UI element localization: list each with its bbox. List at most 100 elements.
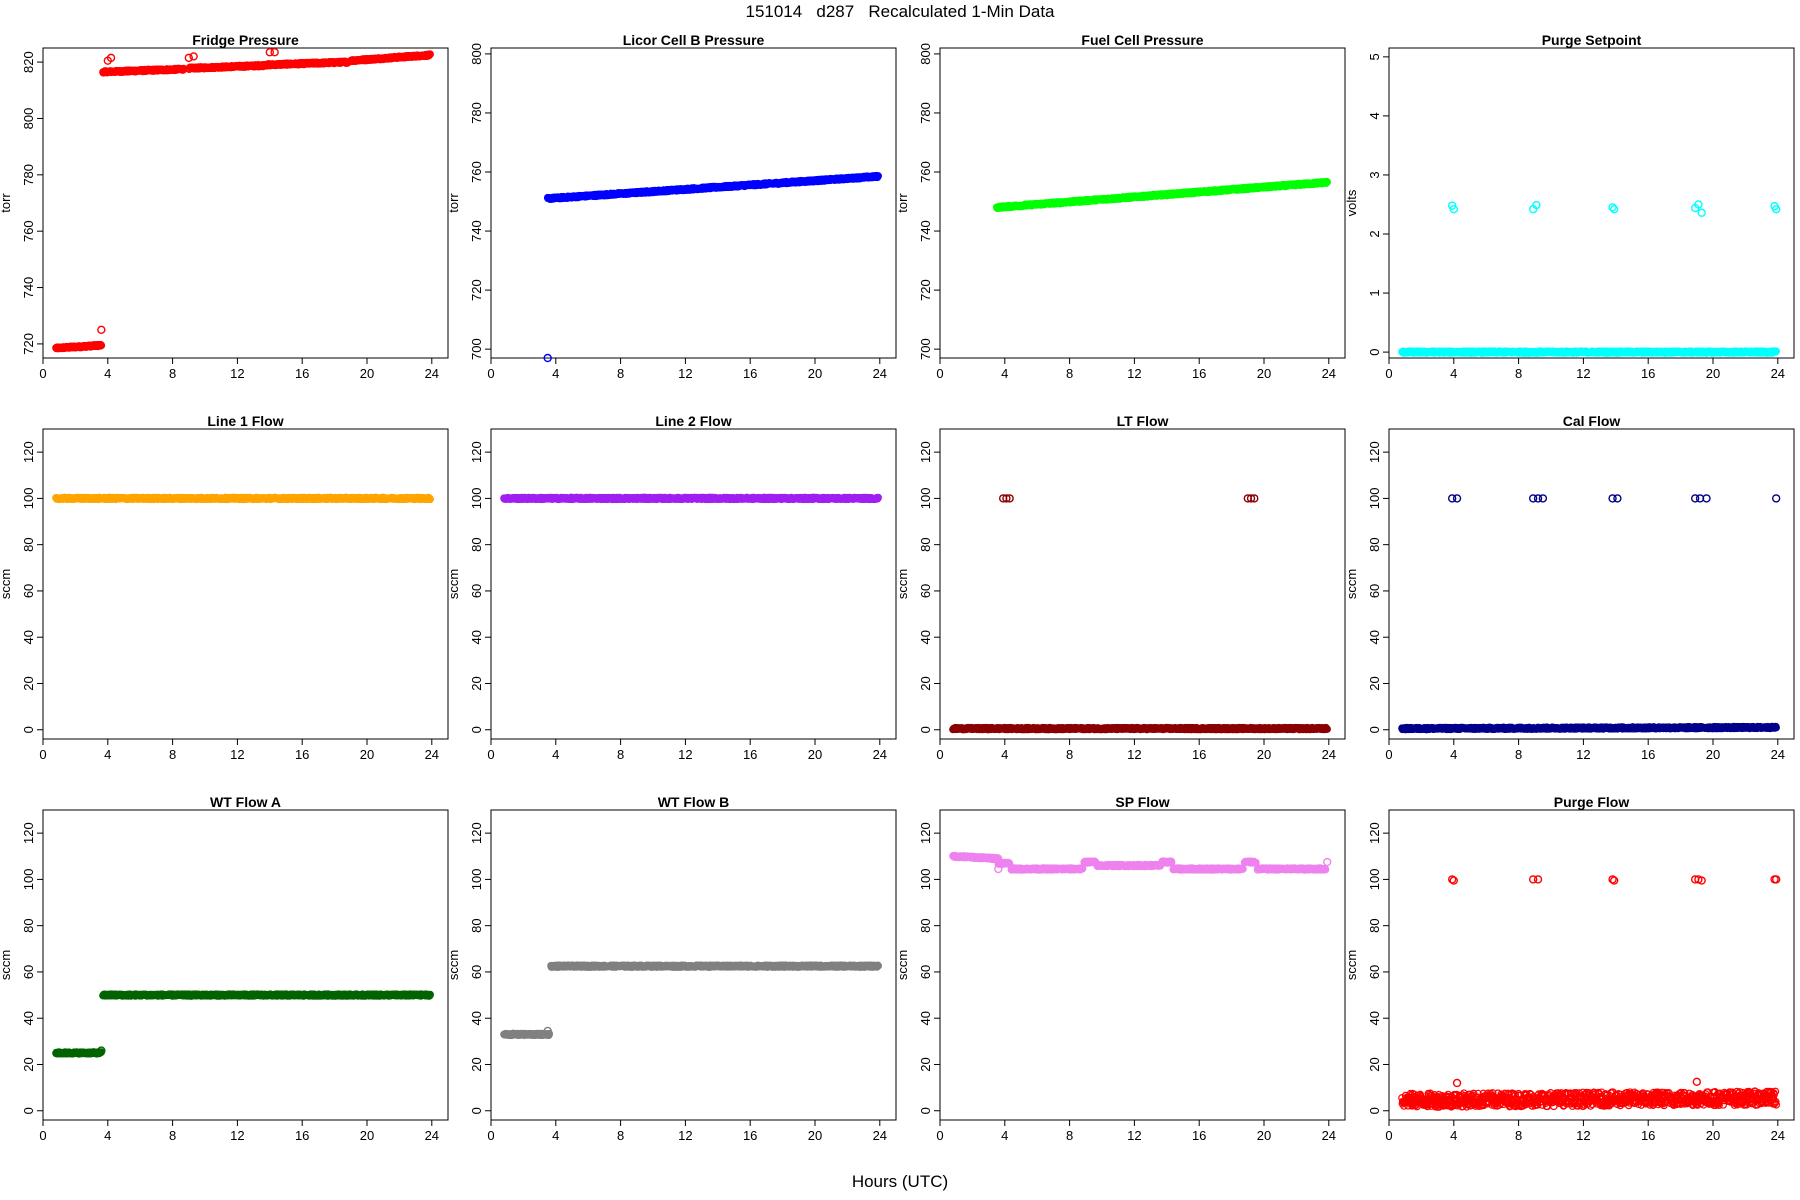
plot-frame bbox=[42, 47, 449, 359]
y-tick-label: 40 bbox=[469, 630, 484, 644]
y-tick-label: 20 bbox=[469, 676, 484, 690]
data-series bbox=[346, 50, 434, 66]
y-tick-label: 60 bbox=[469, 584, 484, 598]
x-tick-label: 12 bbox=[1576, 366, 1590, 381]
y-axis-label: sccm bbox=[446, 569, 461, 599]
data-series bbox=[52, 340, 106, 353]
y-axis-label: torr bbox=[446, 193, 461, 213]
x-tick-label: 0 bbox=[487, 747, 494, 762]
x-tick-label: 24 bbox=[425, 366, 439, 381]
y-tick-label: 700 bbox=[469, 338, 484, 360]
plot-frame bbox=[42, 428, 449, 740]
x-tick-label: 12 bbox=[1127, 366, 1141, 381]
y-tick-label: 0 bbox=[469, 726, 484, 733]
x-tick-label: 20 bbox=[1257, 366, 1271, 381]
y-tick-label: 800 bbox=[469, 43, 484, 65]
data-point bbox=[189, 52, 198, 61]
y-tick-label: 760 bbox=[918, 161, 933, 183]
x-tick-label: 8 bbox=[617, 747, 624, 762]
x-tick-label: 12 bbox=[230, 366, 244, 381]
y-tick-label: 0 bbox=[21, 726, 36, 733]
x-tick-label: 24 bbox=[873, 747, 887, 762]
y-tick-label: 3 bbox=[1367, 171, 1382, 178]
y-tick-label: 740 bbox=[21, 277, 36, 299]
plot-frame bbox=[490, 428, 897, 740]
y-axis-label: volts bbox=[1344, 189, 1359, 216]
y-tick-label: 780 bbox=[21, 164, 36, 186]
x-tick-label: 16 bbox=[295, 366, 309, 381]
y-tick-label: 800 bbox=[21, 108, 36, 130]
x-tick-label: 8 bbox=[1066, 366, 1073, 381]
y-tick-label: 740 bbox=[469, 220, 484, 242]
x-tick-label: 16 bbox=[1641, 366, 1655, 381]
panel-title: Fridge Pressure bbox=[192, 32, 299, 48]
data-series bbox=[52, 493, 434, 504]
x-tick-label: 4 bbox=[552, 747, 559, 762]
y-tick-label: 800 bbox=[918, 43, 933, 65]
data-point bbox=[1697, 208, 1706, 217]
y-tick-label: 780 bbox=[469, 102, 484, 124]
y-tick-label: 0 bbox=[1367, 348, 1382, 355]
y-tick-label: 100 bbox=[21, 488, 36, 510]
x-tick-label: 4 bbox=[1001, 366, 1008, 381]
x-tick-label: 8 bbox=[617, 366, 624, 381]
x-tick-label: 8 bbox=[169, 366, 176, 381]
y-tick-label: 4 bbox=[1367, 112, 1382, 119]
x-tick-label: 4 bbox=[1450, 366, 1457, 381]
x-tick-label: 4 bbox=[104, 366, 111, 381]
y-axis-label: torr bbox=[0, 193, 13, 213]
x-tick-label: 24 bbox=[1322, 366, 1336, 381]
y-tick-label: 120 bbox=[469, 441, 484, 463]
plot-frame bbox=[490, 47, 897, 359]
data-series bbox=[1398, 347, 1780, 357]
x-tick-label: 24 bbox=[425, 747, 439, 762]
panel-title: Purge Setpoint bbox=[1542, 32, 1642, 48]
data-series bbox=[543, 171, 882, 204]
panel-title: Line 2 Flow bbox=[655, 413, 731, 429]
x-tick-label: 0 bbox=[936, 366, 943, 381]
data-series bbox=[992, 177, 1331, 212]
y-tick-label: 80 bbox=[21, 537, 36, 551]
data-point bbox=[97, 325, 106, 335]
x-tick-label: 8 bbox=[1515, 366, 1522, 381]
data-series bbox=[99, 64, 188, 77]
y-tick-label: 760 bbox=[21, 220, 36, 242]
y-tick-label: 820 bbox=[21, 51, 36, 73]
x-tick-label: 0 bbox=[1385, 366, 1392, 381]
y-tick-label: 740 bbox=[918, 220, 933, 242]
y-tick-label: 20 bbox=[21, 676, 36, 690]
y-axis-label: torr bbox=[895, 193, 910, 213]
x-tick-label: 0 bbox=[487, 366, 494, 381]
x-tick-label: 0 bbox=[39, 366, 46, 381]
x-tick-label: 16 bbox=[743, 747, 757, 762]
x-tick-label: 4 bbox=[552, 366, 559, 381]
data-series bbox=[261, 57, 352, 70]
x-tick-label: 20 bbox=[808, 366, 822, 381]
page-title: 151014 d287 Recalculated 1-Min Data bbox=[745, 2, 1055, 21]
y-tick-label: 720 bbox=[918, 279, 933, 301]
y-tick-label: 100 bbox=[469, 488, 484, 510]
x-tick-label: 0 bbox=[39, 747, 46, 762]
y-tick-label: 700 bbox=[918, 338, 933, 360]
x-tick-label: 8 bbox=[169, 747, 176, 762]
x-tick-label: 12 bbox=[678, 747, 692, 762]
data-point bbox=[97, 341, 106, 350]
panel-title: Line 1 Flow bbox=[207, 413, 283, 429]
y-tick-label: 720 bbox=[469, 279, 484, 301]
y-tick-label: 60 bbox=[21, 584, 36, 598]
y-tick-label: 780 bbox=[918, 102, 933, 124]
x-tick-label: 16 bbox=[743, 366, 757, 381]
y-tick-label: 760 bbox=[469, 161, 484, 183]
x-tick-label: 20 bbox=[1706, 366, 1720, 381]
x-tick-label: 12 bbox=[678, 366, 692, 381]
y-tick-label: 5 bbox=[1367, 53, 1382, 60]
x-tick-label: 4 bbox=[104, 747, 111, 762]
data-series bbox=[185, 61, 268, 73]
data-point bbox=[184, 53, 194, 63]
y-tick-label: 120 bbox=[21, 441, 36, 463]
